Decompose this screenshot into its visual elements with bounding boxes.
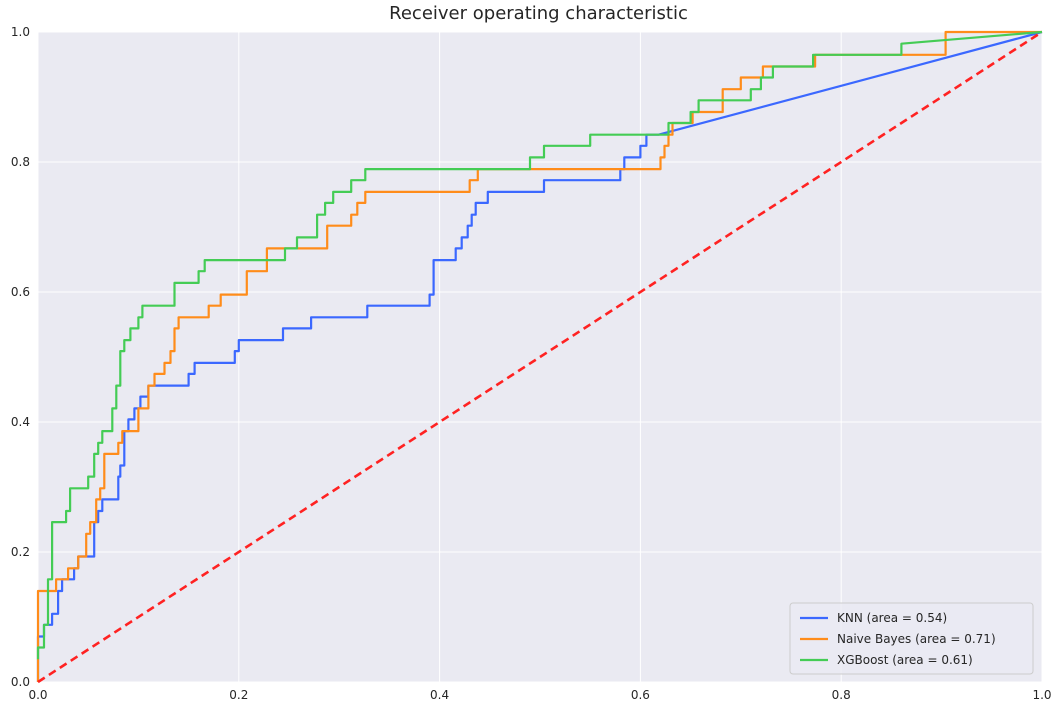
grid-lines (37, 31, 1043, 683)
x-tick-label: 0.6 (631, 688, 650, 702)
x-tick-label: 1.0 (1032, 688, 1051, 702)
legend-box (789, 602, 1034, 675)
y-tick-label: 0.6 (11, 285, 30, 299)
roc-curve-2 (36, 30, 1043, 660)
legend-label: KNN (area = 0.54) (837, 611, 947, 625)
chance-diagonal-line (37, 30, 1043, 684)
x-tick-label: 0.0 (28, 688, 47, 702)
legend-label: XGBoost (area = 0.61) (837, 653, 973, 667)
series-lines (36, 30, 1043, 684)
y-tick-label: 0.8 (11, 155, 30, 169)
legend: KNN (area = 0.54) Naive Bayes (area = 0.7… (789, 602, 1034, 675)
y-tick-label: 0.2 (11, 545, 30, 559)
x-tick-label: 0.2 (229, 688, 248, 702)
chart-title: Receiver operating characteristic (389, 3, 688, 24)
x-tick-label: 0.8 (832, 688, 851, 702)
y-tick-label: 0.0 (11, 675, 30, 689)
tick-labels: 0.0 0.2 0.4 0.6 0.8 1.0 0.0 0.2 0.4 0.6 0.8 1.0 (11, 25, 1052, 702)
legend-label: Naive Bayes (area = 0.71) (837, 632, 996, 646)
x-tick-label: 0.4 (430, 688, 449, 702)
y-tick-label: 1.0 (11, 25, 30, 39)
y-tick-label: 0.4 (11, 415, 30, 429)
